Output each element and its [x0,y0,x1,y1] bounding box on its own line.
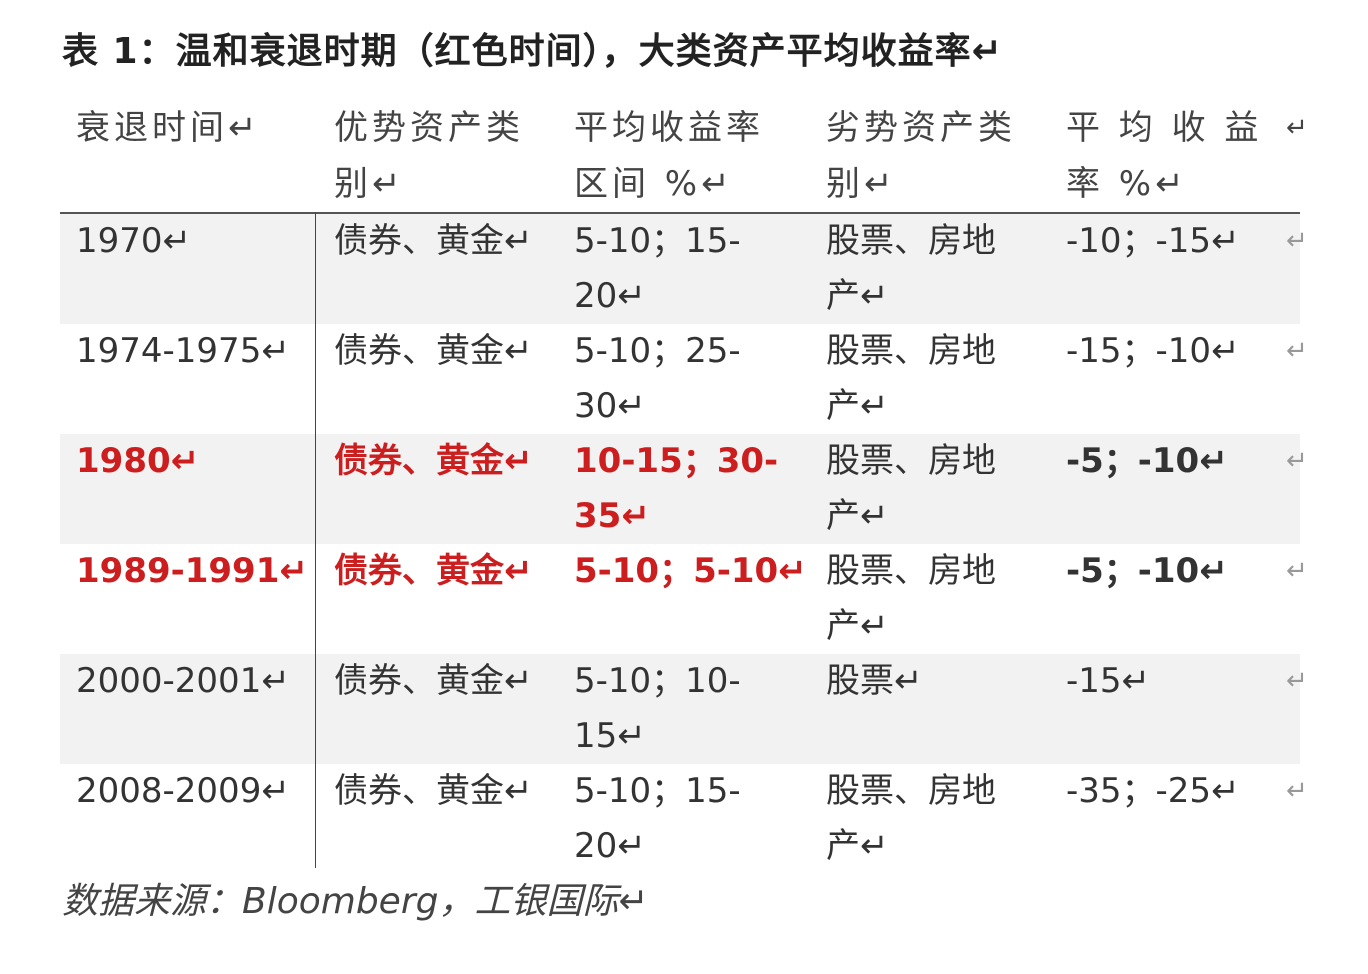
header-strong-asset: 优势资产类 别↵ [334,108,524,204]
cell-period: 1970↵ [76,221,192,261]
cell-weak-return: -35；-25↵ [1066,771,1240,811]
cell-end-mark: ↵ [1286,446,1308,476]
cell-weak-return: -15↵ [1066,661,1151,701]
table-header-row: 衰退时间↵ 优势资产类 别↵ 平均收益率 区间 %↵ 劣势资产类 别↵ 平 均 … [60,98,1308,214]
cell-strong-return: 10-15；30- 35↵ [574,441,779,536]
cell-period: 2008-2009↵ [76,771,290,811]
cell-weak-asset: 股票、房地 产↵ [826,221,996,316]
header-strong-return: 平均收益率 区间 %↵ [574,108,764,204]
header-weak-asset: 劣势资产类 别↵ [826,108,1016,204]
cell-weak-return: -5；-10↵ [1066,441,1228,481]
cell-weak-return: -10；-15↵ [1066,221,1240,261]
cell-weak-return: -15；-10↵ [1066,331,1240,371]
header-end-mark: ↵ [1286,113,1312,143]
header-weak-return: 平 均 收 益 率 %↵ [1066,108,1263,204]
cell-strong-return: 5-10；15- 20↵ [574,771,741,866]
cell-weak-asset: 股票↵ [826,661,923,701]
returns-table: 衰退时间↵ 优势资产类 别↵ 平均收益率 区间 %↵ 劣势资产类 别↵ 平 均 … [60,98,1308,874]
table-row-highlighted: 1980↵ 债券、黄金↵ 10-15；30- 35↵ 股票、房地 产↵ -5；-… [60,434,1308,544]
table-row-highlighted: 1989-1991↵ 债券、黄金↵ 5-10；5-10↵ 股票、房地 产↵ -5… [60,544,1308,654]
header-period: 衰退时间↵ [76,108,261,148]
table-title: 表 1：温和衰退时期（红色时间），大类资产平均收益率↵ [62,31,1003,72]
table-row: 2000-2001↵ 债券、黄金↵ 5-10；10- 15↵ 股票↵ -15↵ … [60,654,1308,764]
cell-period: 1980↵ [76,441,200,481]
cell-weak-asset: 股票、房地 产↵ [826,441,996,536]
cell-weak-asset: 股票、房地 产↵ [826,771,996,866]
cell-end-mark: ↵ [1286,776,1308,806]
cell-strong-return: 5-10；25- 30↵ [574,331,741,426]
cell-strong-return: 5-10；10- 15↵ [574,661,741,756]
cell-period: 1989-1991↵ [76,551,308,591]
cell-end-mark: ↵ [1286,336,1308,366]
cell-end-mark: ↵ [1286,666,1308,696]
cell-period: 1974-1975↵ [76,331,290,371]
cell-period: 2000-2001↵ [76,661,290,701]
table-row: 1970↵ 债券、黄金↵ 5-10；15- 20↵ 股票、房地 产↵ -10；-… [60,214,1308,324]
table-row: 1974-1975↵ 债券、黄金↵ 5-10；25- 30↵ 股票、房地 产↵ … [60,324,1308,434]
cell-end-mark: ↵ [1286,556,1308,586]
table-row: 2008-2009↵ 债券、黄金↵ 5-10；15- 20↵ 股票、房地 产↵ … [60,764,1308,874]
cell-end-mark: ↵ [1286,226,1308,256]
cell-strong-asset: 债券、黄金↵ [334,331,533,371]
cell-strong-asset: 债券、黄金↵ [334,551,533,591]
cell-strong-return: 5-10；15- 20↵ [574,221,741,316]
cell-strong-return: 5-10；5-10↵ [574,551,807,591]
cell-strong-asset: 债券、黄金↵ [334,221,533,261]
cell-weak-asset: 股票、房地 产↵ [826,551,996,646]
cell-strong-asset: 债券、黄金↵ [334,771,533,811]
column-divider [315,212,316,868]
cell-strong-asset: 债券、黄金↵ [334,661,533,701]
cell-strong-asset: 债券、黄金↵ [334,441,533,481]
cell-weak-asset: 股票、房地 产↵ [826,331,996,426]
cell-weak-return: -5；-10↵ [1066,551,1228,591]
source-note: 数据来源：Bloomberg，工银国际↵ [62,881,649,922]
